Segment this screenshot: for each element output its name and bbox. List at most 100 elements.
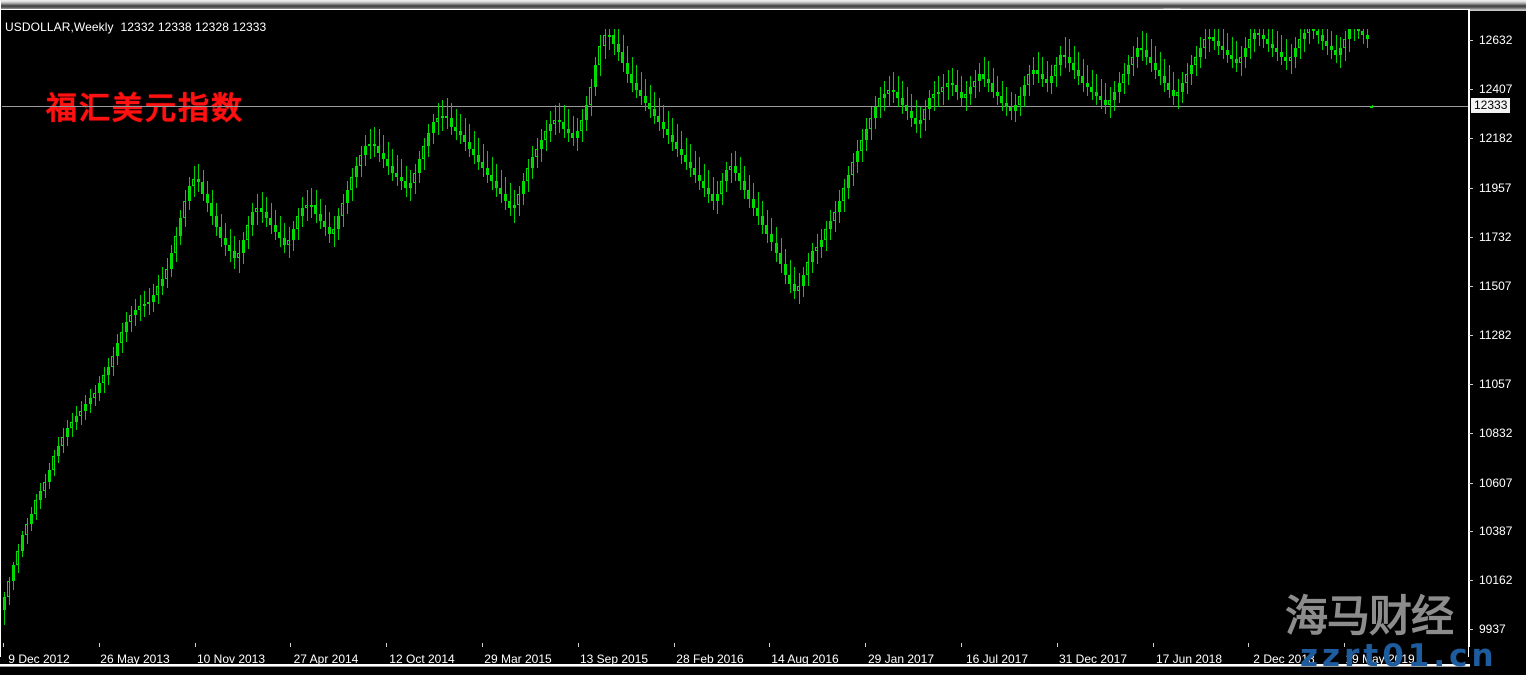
candle-wick <box>460 113 461 145</box>
chart-plot-area[interactable]: 福汇美元指数 海马财经 <box>2 29 1469 646</box>
candle-body-bearish <box>626 63 629 75</box>
candle-body-bullish <box>1298 39 1301 48</box>
candle-body-bearish <box>454 126 457 132</box>
candle-wick <box>419 150 420 184</box>
candle-wick <box>311 187 312 219</box>
candle-body-bullish <box>301 207 304 217</box>
time-axis-label: 9 Dec 2012 <box>8 652 70 666</box>
candle-body-bullish <box>811 251 814 263</box>
candle-body-bullish <box>255 207 258 212</box>
candle-body-bearish <box>490 174 493 182</box>
candle-wick <box>1033 56 1034 86</box>
candle-body-bullish <box>553 120 556 125</box>
candle-wick <box>108 358 109 385</box>
candle-wick <box>1092 69 1093 101</box>
candle-body-bearish <box>1036 69 1039 75</box>
candle-body-bullish <box>57 445 60 456</box>
candle-body-bullish <box>865 128 868 140</box>
candle-wick <box>243 231 244 265</box>
candle-wick <box>447 98 448 129</box>
candle-wick <box>483 144 484 177</box>
candle-body-bearish <box>702 181 705 188</box>
candle-wick <box>117 334 118 365</box>
candle-wick <box>67 419 68 446</box>
horizontal-scrollbar[interactable] <box>0 0 1526 11</box>
candle-body-bullish <box>513 205 516 208</box>
candle-body-bullish <box>359 155 362 166</box>
candle-body-bearish <box>400 176 403 182</box>
candle-body-bullish <box>310 205 313 208</box>
candle-body-bearish <box>1325 41 1328 46</box>
candle-wick <box>893 72 894 103</box>
candle-body-bearish <box>951 82 954 86</box>
candle-body-bullish <box>237 253 240 258</box>
candle-body-bullish <box>978 74 981 81</box>
candle-body-bearish <box>404 181 407 188</box>
candle-body-bullish <box>838 200 841 212</box>
candle-wick <box>1060 45 1061 77</box>
candle-body-bearish <box>675 141 678 149</box>
candle-wick <box>875 96 876 129</box>
candle-body-bearish <box>219 227 222 239</box>
candle-wick <box>650 85 651 118</box>
candle-wick <box>681 131 682 164</box>
candle-wick <box>383 135 384 169</box>
candle-wick <box>293 220 294 252</box>
candle-body-bearish <box>982 74 985 79</box>
price-axis-tick <box>1469 89 1473 90</box>
price-axis-label: 11507 <box>1479 279 1512 293</box>
candle-body-bearish <box>1145 50 1148 57</box>
candle-body-bearish <box>1068 56 1071 64</box>
candle-body-bullish <box>522 181 525 195</box>
candle-body-bearish <box>734 166 737 173</box>
scrollbar-thumb[interactable] <box>0 1 1 10</box>
time-axis-label: 17 Jun 2018 <box>1155 652 1223 666</box>
candle-body-bullish <box>833 211 836 221</box>
candle-wick <box>153 284 154 313</box>
candle-wick <box>1259 29 1260 46</box>
candle-wick <box>1105 82 1106 114</box>
time-axis-label: 14 Aug 2016 <box>771 652 839 666</box>
candle-body-bullish <box>1190 65 1193 75</box>
candle-body-bearish <box>666 128 669 136</box>
candle-wick <box>1169 65 1170 99</box>
symbol-ohlc-header: USDOLLAR,Weekly 12332 12338 12328 12333 <box>5 20 267 34</box>
candle-body-bearish <box>770 233 773 243</box>
candle-wick <box>487 150 488 184</box>
price-axis-label: 11732 <box>1479 230 1512 244</box>
time-axis-tick <box>195 643 196 647</box>
candle-wick <box>492 157 493 191</box>
candle-body-bearish <box>991 82 994 92</box>
candle-body-bullish <box>603 34 606 46</box>
price-scale-divider <box>1468 9 1469 657</box>
candle-body-bearish <box>612 34 615 44</box>
candle-body-bearish <box>1167 82 1170 90</box>
candle-body-bearish <box>1095 91 1098 97</box>
candle-wick <box>1281 34 1282 66</box>
candle-wick <box>654 91 655 125</box>
candle-wick <box>902 80 903 114</box>
candle-wick <box>1372 105 1373 108</box>
time-axis-tick <box>961 643 962 647</box>
price-axis-tick <box>1469 629 1473 630</box>
price-axis[interactable]: 12632 12407 12182 11957 11732 11507 11282 11057… <box>1469 9 1526 657</box>
candle-body-bullish <box>66 428 69 437</box>
time-axis-tick <box>1248 643 1249 647</box>
candle-body-bearish <box>228 244 231 252</box>
candle-body-bearish <box>635 82 638 90</box>
candle-body-bearish <box>630 74 633 83</box>
candle-body-bearish <box>639 89 642 97</box>
candle-body-bullish <box>856 150 859 162</box>
candle-body-bullish <box>869 117 872 129</box>
candle-body-bullish <box>134 310 137 315</box>
candle-body-bearish <box>693 168 696 175</box>
candle-body-bearish <box>1235 58 1238 64</box>
candle-wick <box>1363 29 1364 44</box>
candle-wick <box>979 63 980 92</box>
candle-wick <box>374 126 375 158</box>
candle-body-bullish <box>427 133 430 147</box>
candle-body-bullish <box>341 203 344 217</box>
candle-body-bearish <box>761 216 764 225</box>
candle-body-bullish <box>1122 74 1125 83</box>
candle-body-bullish <box>1118 82 1121 92</box>
